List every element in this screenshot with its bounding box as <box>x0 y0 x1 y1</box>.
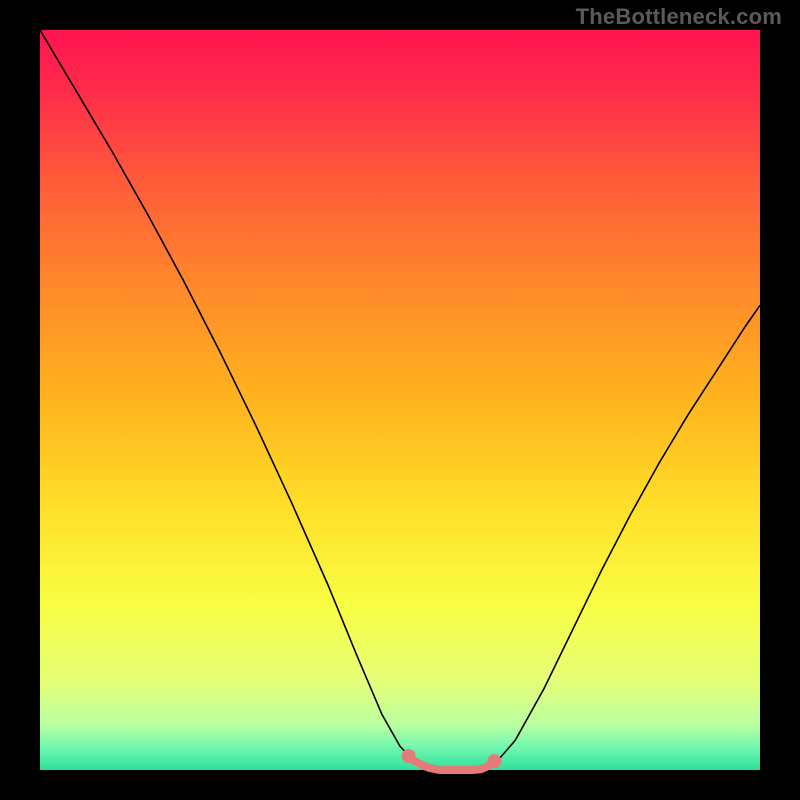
bottleneck-chart <box>0 0 800 800</box>
chart-background <box>40 30 760 770</box>
highlight-start-marker <box>402 749 416 763</box>
highlight-end-marker <box>487 754 501 768</box>
